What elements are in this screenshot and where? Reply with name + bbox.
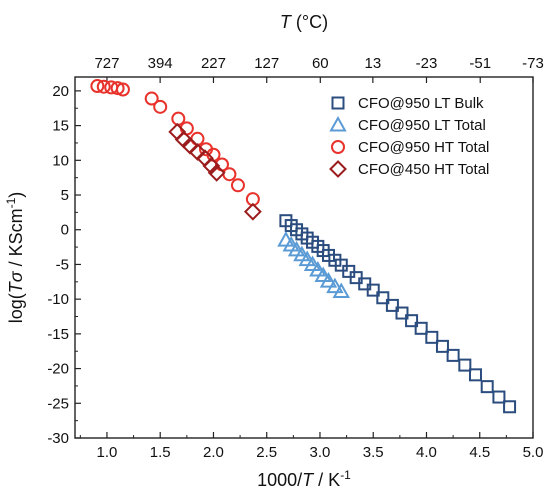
data-point-square [480, 380, 494, 394]
data-point-square [376, 291, 390, 305]
data-point-triangle [309, 260, 327, 277]
data-point-circle [96, 79, 111, 94]
data-point-square [458, 358, 472, 372]
legend-marker-square [331, 96, 345, 110]
y-tick-label: 0 [61, 222, 69, 239]
x-tick-label: 4.5 [469, 444, 490, 461]
data-point-circle [230, 178, 245, 193]
y-tick-label: -20 [47, 361, 69, 378]
legend-marker-triangle [329, 115, 347, 132]
data-point-square [503, 400, 517, 414]
data-point-circle [190, 131, 205, 146]
data-point-circle [171, 111, 186, 126]
top-tick-label: 727 [94, 55, 119, 72]
data-point-square [405, 314, 419, 328]
data-point-diamond [207, 163, 226, 182]
data-point-square [425, 330, 439, 344]
data-point-square [468, 368, 482, 382]
data-point-diamond [202, 156, 221, 175]
top-tick-label: 127 [254, 55, 279, 72]
data-point-triangle [319, 272, 338, 288]
x-tick-label: 1.5 [150, 444, 171, 461]
top-tick-label: 394 [148, 55, 173, 72]
data-point-square [385, 298, 399, 312]
data-point-circle [144, 91, 159, 106]
data-point-square [395, 306, 409, 320]
legend-label: CFO@950 HT Total [358, 139, 489, 156]
x-tick-label: 1.0 [97, 444, 118, 461]
top-axis-title: T (°C) [280, 12, 328, 32]
legend-marker-circle [331, 140, 345, 154]
y-tick-label: -5 [56, 256, 69, 273]
y-axis-title: log(Tσ / KScm-1) [4, 192, 26, 324]
x-tick-label: 2.0 [203, 444, 224, 461]
y-tick-label: 5 [61, 187, 69, 204]
data-point-triangle [314, 266, 332, 283]
data-point-square [492, 390, 506, 404]
y-tick-label: 20 [52, 83, 69, 100]
legend-label: CFO@950 LT Total [358, 117, 486, 134]
legend-marker-diamond [329, 160, 347, 178]
data-point-triangle [303, 255, 322, 271]
top-tick-label: 13 [365, 55, 382, 72]
legend-label: CFO@950 LT Bulk [358, 95, 484, 112]
y-tick-label: 10 [52, 152, 69, 169]
data-point-circle [222, 167, 237, 182]
x-tick-label: 4.0 [416, 444, 437, 461]
x-tick-label: 3.0 [310, 444, 331, 461]
legend-label: CFO@450 HT Total [358, 161, 489, 178]
top-tick-label: -23 [416, 55, 438, 72]
data-point-square [435, 339, 449, 353]
x-tick-label: 5.0 [523, 444, 544, 461]
y-tick-label: -30 [47, 430, 69, 447]
data-point-circle [153, 99, 168, 114]
x-tick-label: 2.5 [256, 444, 277, 461]
y-tick-label: -10 [47, 291, 69, 308]
data-point-diamond [243, 202, 262, 221]
x-axis-title: 1000/T / K-1 [257, 468, 351, 490]
y-tick-label: -25 [47, 395, 69, 412]
data-point-circle [115, 82, 130, 97]
data-point-triangle [326, 277, 344, 294]
top-tick-label: 60 [312, 55, 329, 72]
data-point-circle [90, 79, 105, 94]
data-point-circle [110, 81, 125, 96]
data-point-square [366, 283, 380, 297]
y-tick-label: -15 [47, 326, 69, 343]
data-point-square [446, 348, 460, 362]
data-point-triangle [332, 282, 350, 299]
y-tick-label: 15 [52, 118, 69, 135]
plot-frame [74, 76, 534, 439]
x-tick-label: 3.5 [363, 444, 384, 461]
data-point-square [414, 321, 428, 335]
top-tick-label: -73 [522, 55, 544, 72]
top-tick-label: -51 [469, 55, 491, 72]
top-tick-label: 227 [201, 55, 226, 72]
